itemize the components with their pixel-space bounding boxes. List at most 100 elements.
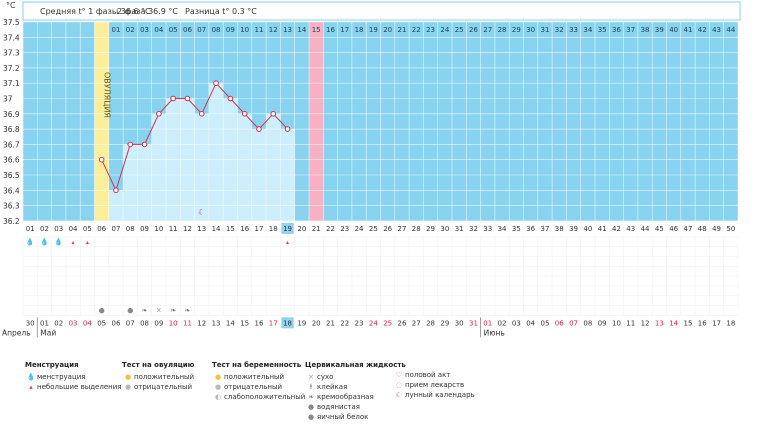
top-day-label: 04 — [154, 26, 163, 34]
cycle-day-label: 11 — [169, 225, 178, 233]
creamy-icon: ❧ — [142, 307, 148, 315]
legend-pregnancy-test: Тест на беременность ● положительный ● отр… — [212, 360, 305, 402]
top-day-label: 26 — [469, 26, 478, 34]
date-label: 18 — [726, 319, 735, 327]
legend-label: половой акт — [405, 371, 451, 379]
y-tick-label: 36.5 — [3, 171, 20, 180]
cycle-day-label: 42 — [612, 225, 621, 233]
top-day-label: 39 — [655, 26, 664, 34]
date-label: 12 — [197, 319, 206, 327]
negative-test-icon: ● — [124, 383, 132, 391]
cycle-day-label: 23 — [340, 225, 349, 233]
header-bar — [22, 1, 741, 21]
top-day-label: 25 — [455, 26, 464, 34]
temperature-point — [213, 80, 219, 86]
cycle-day-label: 18 — [269, 225, 278, 233]
y-tick-label: 36.2 — [3, 217, 20, 226]
cycle-day-label: 17 — [254, 225, 263, 233]
top-day-label: 02 — [126, 26, 135, 34]
top-day-label: 35 — [598, 26, 607, 34]
cycle-day-label: 32 — [469, 225, 478, 233]
date-label: 03 — [512, 319, 521, 327]
top-day-label: 21 — [397, 26, 406, 34]
watery-icon: ● — [127, 307, 133, 315]
legend-item: ● отрицательный — [122, 382, 195, 392]
legend-item: ◐ слабоположительный — [212, 392, 305, 402]
legend-label: яичный белок — [317, 413, 369, 421]
positive-test-icon: ● — [124, 373, 132, 381]
date-label: 02 — [498, 319, 507, 327]
temperature-column — [194, 113, 209, 221]
top-day-label: 31 — [540, 26, 549, 34]
dry-icon: × — [308, 373, 314, 381]
cycle-day-label: 26 — [383, 225, 392, 233]
legend-label: небольшие выделения — [37, 383, 122, 391]
date-label: 10 — [612, 319, 621, 327]
top-day-label: 01 — [111, 26, 120, 34]
cycle-day-label: 25 — [369, 225, 378, 233]
creamy-icon: ❧ — [185, 307, 191, 315]
cycle-day-label: 34 — [498, 225, 507, 233]
temperature-point — [113, 187, 119, 194]
cycle-day-label: 46 — [669, 225, 678, 233]
date-label: 09 — [154, 319, 163, 327]
cycle-day-label: 13 — [197, 225, 206, 233]
egg-white-icon: ● — [99, 307, 105, 315]
temperature-point — [256, 126, 262, 132]
heart-icon: ♡ — [395, 371, 403, 379]
date-label: 03 — [69, 319, 78, 327]
top-day-label: 05 — [169, 26, 178, 34]
cycle-day-label: 16 — [240, 225, 249, 233]
cycle-day-label: 20 — [297, 225, 306, 233]
top-day-label: 27 — [483, 26, 492, 34]
sticky-icon: ⱡ — [310, 383, 312, 391]
legend-label: кремообразная — [317, 393, 374, 401]
date-label: 11 — [183, 319, 192, 327]
ovulation-column — [94, 22, 109, 221]
creamy-icon: ❧ — [170, 307, 176, 315]
legend-label: сухо — [317, 373, 334, 381]
cycle-day-label: 35 — [512, 225, 521, 233]
date-label: 28 — [426, 319, 435, 327]
top-day-label: 38 — [641, 26, 650, 34]
y-tick-label: 36.3 — [3, 202, 20, 211]
y-tick-label: 37.4 — [3, 33, 20, 42]
cycle-day-label: 36 — [526, 225, 535, 233]
y-tick-label: 37.1 — [3, 79, 20, 88]
top-day-label: 43 — [712, 26, 721, 34]
calendar-dates: 30 01 02 03 04 05 06 07 08 09 10 11 12 13 14 15 16 17 18 19… — [26, 317, 735, 329]
blood-drop-icon: 💧 — [54, 237, 63, 246]
legend-cervical-fluid: Цервикальная жидкость × сухо ⱡ клейкая ❧ кр… — [305, 360, 406, 422]
cycle-day-label: 29 — [426, 225, 435, 233]
cycle-day-label: 45 — [655, 225, 664, 233]
date-label: 08 — [583, 319, 592, 327]
cycle-day-label: 37 — [540, 225, 549, 233]
legend-label: положительный — [224, 373, 285, 381]
temperature-point — [170, 95, 176, 102]
legend-item: ◌ прием лекарств — [393, 380, 475, 390]
cycle-day-label: 47 — [683, 225, 692, 233]
cycle-day-label: 44 — [641, 225, 650, 233]
cycle-day-label: 05 — [83, 225, 92, 233]
symbol-grid: 💧 💧 💧 ▴ ▴ ▴ ● ● ❧ × ❧ ❧ — [22, 236, 739, 316]
cycle-day-label: 02 — [40, 225, 49, 233]
cycle-day-label: 03 — [54, 225, 63, 233]
y-tick-label: 36.9 — [3, 110, 20, 119]
top-day-label: 11 — [254, 26, 263, 34]
legend-label: лунный календарь — [405, 391, 475, 399]
temperature-column — [266, 113, 281, 221]
temperature-point — [227, 95, 234, 102]
temperature-column — [151, 113, 166, 221]
top-day-label: 19 — [369, 26, 378, 34]
today-highlight — [281, 317, 294, 329]
top-day-label: 07 — [197, 26, 206, 34]
top-day-label: 12 — [269, 26, 278, 34]
cycle-day-label: 43 — [626, 225, 635, 233]
plot-markers: ☾ — [198, 208, 205, 217]
date-label: 22 — [340, 319, 349, 327]
date-label: 16 — [254, 319, 263, 327]
legend-label: слабоположительный — [224, 393, 306, 401]
top-day-label: 41 — [683, 26, 692, 34]
top-day-labels: 01 02 03 04 05 06 07 08 09 10 11 12 13 14 15 16 17 18 19 20… — [111, 26, 735, 34]
date-label: 25 — [383, 319, 392, 327]
